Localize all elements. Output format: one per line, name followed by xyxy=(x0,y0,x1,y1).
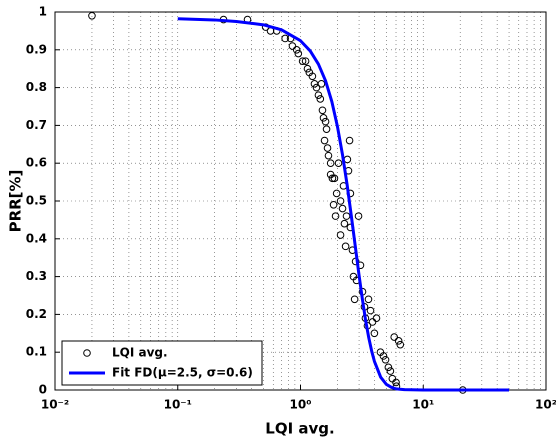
x-tick-label: 10⁻² xyxy=(41,398,69,412)
data-point xyxy=(320,136,329,145)
data-point xyxy=(330,174,339,183)
legend: LQI avg. Fit FD(μ=2.5, σ=0.6) xyxy=(61,340,263,386)
data-point xyxy=(392,378,400,387)
x-tick-label: 10⁰ xyxy=(290,398,312,412)
data-point xyxy=(388,374,397,383)
y-tick-label: 0.5 xyxy=(26,194,47,208)
data-point xyxy=(88,11,96,20)
y-tick-label: 0.8 xyxy=(26,80,47,94)
fit-line xyxy=(177,17,510,392)
data-point xyxy=(381,355,390,364)
data-point xyxy=(390,333,399,341)
data-point xyxy=(303,64,312,73)
data-point xyxy=(368,318,377,326)
y-tick-label: 0 xyxy=(39,383,47,397)
data-point xyxy=(281,34,289,43)
data-point xyxy=(326,170,335,179)
x-tick-label: 10⁻¹ xyxy=(164,398,192,412)
data-point xyxy=(317,80,326,88)
legend-label: Fit FD(μ=2.5, σ=0.6) xyxy=(112,366,253,380)
data-point xyxy=(288,42,297,50)
data-point xyxy=(292,46,301,54)
data-point xyxy=(318,106,327,115)
data-point xyxy=(345,136,354,145)
x-axis-title: LQI avg. xyxy=(265,420,334,438)
y-tick-label: 0.7 xyxy=(26,118,47,132)
data-point xyxy=(316,95,325,103)
data-point xyxy=(334,159,343,167)
data-point xyxy=(331,212,340,220)
y-axis-title: PRR[%] xyxy=(7,170,25,233)
y-tick-label: 0.9 xyxy=(26,42,47,56)
x-tick-label: 10¹ xyxy=(412,398,434,412)
data-point xyxy=(384,363,393,372)
data-point xyxy=(341,242,350,251)
data-point xyxy=(370,329,379,338)
data-point xyxy=(329,200,338,209)
data-point xyxy=(366,306,375,315)
data-point xyxy=(332,189,341,198)
data-point xyxy=(386,367,395,375)
legend-marker xyxy=(83,349,91,357)
y-tick-label: 0.1 xyxy=(26,345,47,359)
y-tick-label: 1 xyxy=(39,5,47,19)
y-tick-label: 0.6 xyxy=(26,156,47,170)
legend-label: LQI avg. xyxy=(112,346,168,360)
data-point xyxy=(308,72,317,81)
plot-frame xyxy=(54,11,547,391)
data-point xyxy=(294,49,303,58)
data-point xyxy=(336,231,345,239)
data-point xyxy=(326,159,335,167)
data-point xyxy=(322,125,331,133)
data-point xyxy=(354,212,363,220)
y-tick-label: 0.3 xyxy=(26,269,47,283)
x-tick-label: 10² xyxy=(535,398,556,412)
data-point xyxy=(312,83,321,92)
data-point xyxy=(338,204,347,213)
data-point xyxy=(396,340,405,349)
data-point xyxy=(336,197,345,205)
data-point xyxy=(394,337,403,345)
y-tick-label: 0.2 xyxy=(26,307,47,321)
data-point xyxy=(314,91,323,99)
data-point xyxy=(323,144,332,152)
data-point xyxy=(319,114,328,122)
legend-box xyxy=(61,340,263,386)
data-point xyxy=(321,117,330,126)
data-point xyxy=(372,314,381,322)
data-point xyxy=(328,174,337,183)
data-point xyxy=(364,295,373,304)
data-point xyxy=(379,352,388,360)
data-point xyxy=(324,151,333,160)
data-point xyxy=(340,219,349,228)
data-point xyxy=(350,295,359,304)
data-point xyxy=(301,57,310,65)
data-point xyxy=(298,57,307,65)
y-tick-label: 0.4 xyxy=(26,231,47,245)
data-point xyxy=(342,212,351,220)
